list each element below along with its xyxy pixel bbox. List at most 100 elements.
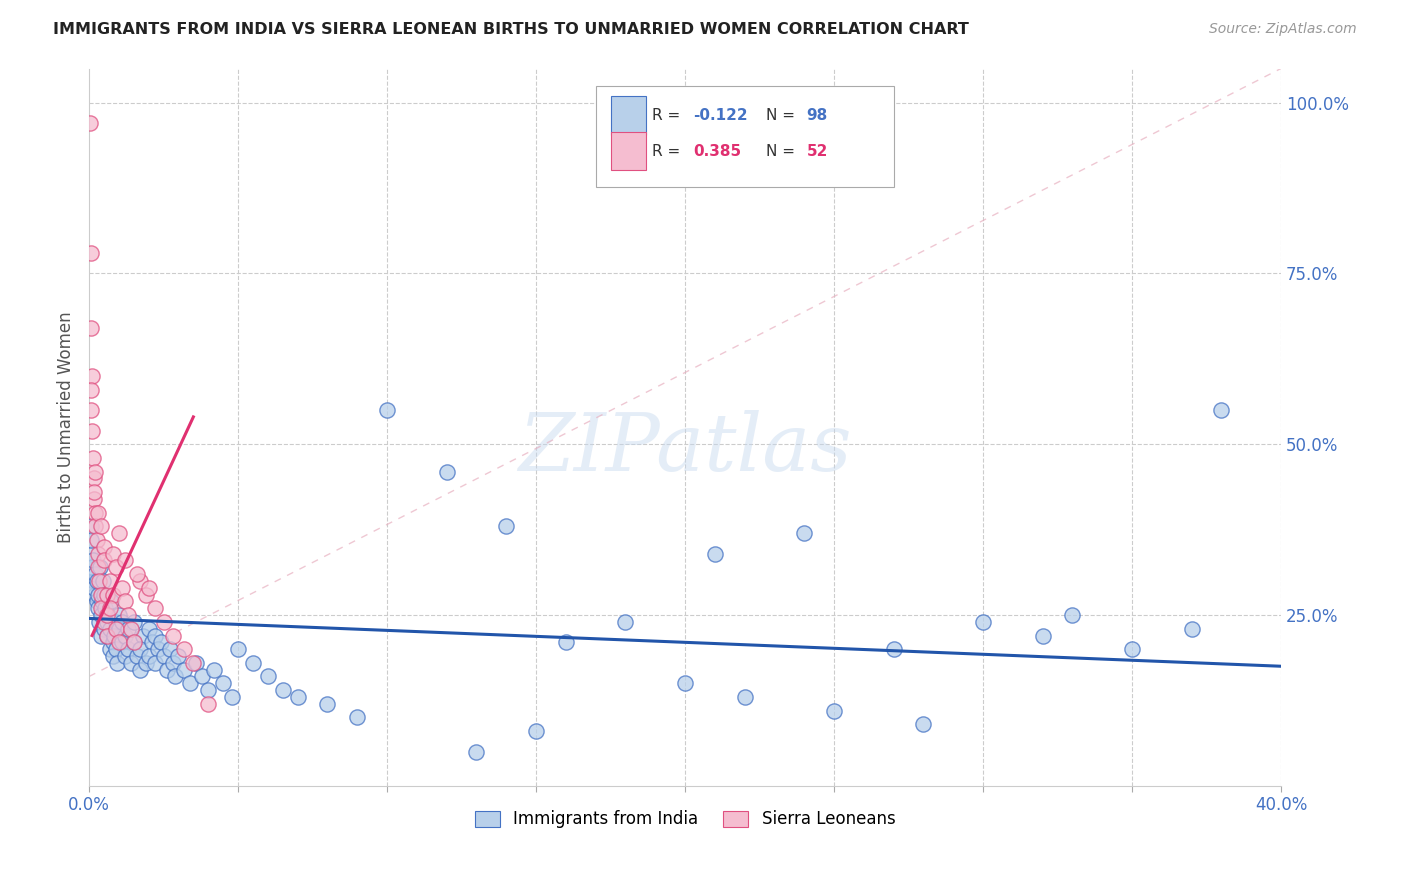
Text: R =: R = bbox=[651, 144, 685, 159]
Point bbox=[108, 607, 131, 622]
Point bbox=[87, 547, 110, 561]
Point bbox=[84, 506, 107, 520]
Point bbox=[146, 642, 169, 657]
Point bbox=[96, 628, 118, 642]
Point bbox=[93, 615, 115, 629]
Point bbox=[131, 628, 153, 642]
Legend: Immigrants from India, Sierra Leoneans: Immigrants from India, Sierra Leoneans bbox=[468, 804, 903, 835]
Point bbox=[87, 587, 110, 601]
Point bbox=[101, 547, 124, 561]
Point bbox=[79, 519, 101, 533]
Point bbox=[90, 601, 112, 615]
Point bbox=[128, 642, 150, 657]
Point bbox=[100, 594, 122, 608]
Point bbox=[91, 594, 114, 608]
FancyBboxPatch shape bbox=[612, 95, 645, 135]
Point bbox=[111, 635, 134, 649]
Point bbox=[90, 607, 112, 622]
Point bbox=[183, 656, 205, 670]
Point bbox=[226, 642, 249, 657]
Point bbox=[82, 553, 104, 567]
Point bbox=[823, 704, 845, 718]
Point bbox=[202, 663, 225, 677]
Point bbox=[138, 622, 160, 636]
Point bbox=[436, 465, 458, 479]
Text: ZIPatlas: ZIPatlas bbox=[519, 410, 852, 487]
Point bbox=[97, 607, 120, 622]
Point bbox=[128, 663, 150, 677]
Point bbox=[96, 615, 118, 629]
Text: N =: N = bbox=[766, 108, 800, 122]
Point bbox=[80, 321, 103, 335]
Point bbox=[101, 635, 124, 649]
Point bbox=[912, 717, 935, 731]
Y-axis label: Births to Unmarried Women: Births to Unmarried Women bbox=[58, 311, 75, 543]
Point bbox=[89, 560, 111, 574]
Point bbox=[93, 553, 115, 567]
Point bbox=[84, 465, 107, 479]
Point bbox=[173, 642, 195, 657]
Point bbox=[1062, 607, 1084, 622]
Point bbox=[89, 574, 111, 588]
Point bbox=[495, 519, 517, 533]
Point bbox=[87, 601, 110, 615]
Point bbox=[96, 607, 118, 622]
Point bbox=[90, 628, 112, 642]
Point bbox=[93, 574, 115, 588]
Point bbox=[84, 587, 107, 601]
Point bbox=[104, 622, 127, 636]
Point bbox=[1180, 622, 1202, 636]
Point bbox=[135, 587, 157, 601]
Point bbox=[141, 635, 163, 649]
Point bbox=[152, 648, 174, 663]
Text: N =: N = bbox=[766, 144, 800, 159]
Point bbox=[122, 635, 145, 649]
Point bbox=[83, 491, 105, 506]
Point bbox=[159, 642, 181, 657]
Text: IMMIGRANTS FROM INDIA VS SIERRA LEONEAN BIRTHS TO UNMARRIED WOMEN CORRELATION CH: IMMIGRANTS FROM INDIA VS SIERRA LEONEAN … bbox=[53, 22, 969, 37]
Point bbox=[93, 540, 115, 554]
Point bbox=[122, 635, 145, 649]
Point bbox=[883, 642, 905, 657]
Point bbox=[80, 560, 103, 574]
FancyBboxPatch shape bbox=[612, 132, 645, 170]
Point bbox=[83, 581, 105, 595]
Point bbox=[86, 574, 108, 588]
Point bbox=[80, 368, 103, 383]
Point bbox=[143, 628, 166, 642]
Point bbox=[128, 574, 150, 588]
Point bbox=[125, 567, 148, 582]
Point bbox=[1211, 403, 1233, 417]
Point bbox=[98, 574, 121, 588]
Text: 52: 52 bbox=[807, 144, 828, 159]
Point bbox=[197, 697, 219, 711]
Point bbox=[89, 615, 111, 629]
Point bbox=[162, 656, 184, 670]
Point bbox=[186, 656, 208, 670]
Point bbox=[271, 683, 294, 698]
Text: -0.122: -0.122 bbox=[693, 108, 748, 122]
Text: 0.385: 0.385 bbox=[693, 144, 741, 159]
Point bbox=[105, 656, 128, 670]
Point bbox=[173, 663, 195, 677]
Point bbox=[1032, 628, 1054, 642]
Point bbox=[83, 485, 105, 500]
Point bbox=[316, 697, 339, 711]
Point bbox=[125, 648, 148, 663]
Point bbox=[138, 581, 160, 595]
Point bbox=[117, 607, 139, 622]
Point bbox=[98, 601, 121, 615]
Point bbox=[83, 471, 105, 485]
Point bbox=[80, 533, 103, 547]
Point bbox=[143, 601, 166, 615]
Point bbox=[80, 424, 103, 438]
Point bbox=[287, 690, 309, 704]
Text: Source: ZipAtlas.com: Source: ZipAtlas.com bbox=[1209, 22, 1357, 37]
Point bbox=[108, 622, 131, 636]
Point bbox=[524, 724, 547, 739]
Point bbox=[138, 648, 160, 663]
Text: 98: 98 bbox=[807, 108, 828, 122]
Point bbox=[101, 648, 124, 663]
Point bbox=[972, 615, 994, 629]
Point bbox=[197, 683, 219, 698]
